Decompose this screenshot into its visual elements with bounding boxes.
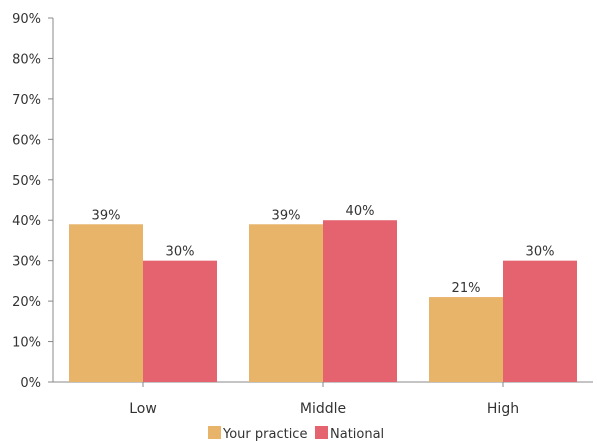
bar-your-practice-low bbox=[69, 224, 143, 382]
bar-your-practice-high bbox=[429, 297, 503, 382]
x-axis-categories: Low Middle High bbox=[129, 382, 519, 417]
bar-national-middle bbox=[323, 220, 397, 382]
y-tick-label: 60% bbox=[12, 133, 41, 148]
data-label: 39% bbox=[92, 208, 121, 223]
legend-swatch bbox=[315, 426, 328, 439]
y-tick-label: 10% bbox=[12, 336, 41, 351]
bar-national-low bbox=[143, 260, 217, 382]
legend-swatch bbox=[208, 426, 221, 439]
legend-label: Your practice bbox=[222, 427, 307, 441]
y-tick-label: 50% bbox=[12, 174, 41, 189]
data-label: 21% bbox=[452, 281, 481, 296]
data-labels: 39% 30% 39% 40% 21% 30% bbox=[92, 204, 555, 296]
y-tick-label: 0% bbox=[20, 376, 41, 391]
bar-your-practice-middle bbox=[249, 224, 323, 382]
x-category-label: High bbox=[487, 401, 519, 417]
data-label: 39% bbox=[272, 208, 301, 223]
legend: Your practice National bbox=[208, 426, 384, 441]
y-tick-label: 70% bbox=[12, 93, 41, 108]
y-tick-label: 90% bbox=[12, 12, 41, 27]
data-label: 30% bbox=[526, 245, 555, 260]
bar-national-high bbox=[503, 260, 577, 382]
y-axis-ticks: 0% 10% 20% 30% 40% 50% 60% 70% 80% 90% bbox=[12, 12, 53, 391]
y-tick-label: 80% bbox=[12, 52, 41, 67]
y-tick-label: 20% bbox=[12, 295, 41, 310]
y-tick-label: 40% bbox=[12, 214, 41, 229]
legend-label: National bbox=[330, 427, 384, 441]
x-category-label: Low bbox=[129, 401, 157, 417]
data-label: 40% bbox=[346, 204, 375, 219]
x-category-label: Middle bbox=[300, 401, 346, 417]
bars bbox=[69, 220, 577, 382]
y-tick-label: 30% bbox=[12, 255, 41, 270]
data-label: 30% bbox=[166, 245, 195, 260]
